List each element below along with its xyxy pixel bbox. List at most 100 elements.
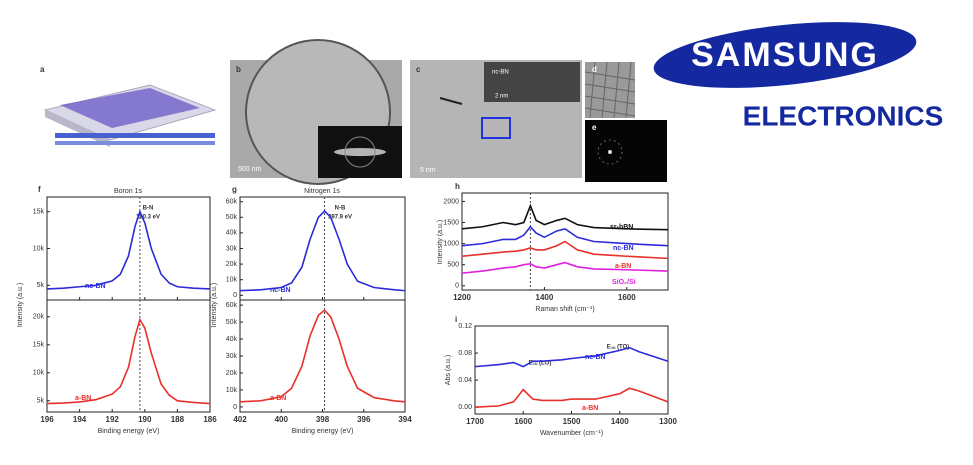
- x-tick-label: 188: [171, 415, 185, 424]
- y-tick-label: 60k: [226, 302, 238, 309]
- y-tick-label: 1000: [443, 240, 459, 247]
- panel-label: f: [38, 185, 41, 194]
- line-series: [47, 212, 210, 289]
- series-label: nc-BN: [585, 354, 606, 361]
- chart: 5k 10k 15k Boron 1s f B-N 190.3 eV nc-BN: [33, 185, 210, 300]
- annotation: B-N: [143, 206, 154, 212]
- x-tick-label: 1600: [618, 293, 636, 302]
- x-tick-label: 400: [275, 415, 289, 424]
- line-series: [462, 206, 668, 230]
- x-tick-label: 1400: [536, 293, 554, 302]
- y-tick-label: 15k: [33, 209, 45, 216]
- y-tick-label: 500: [447, 262, 459, 269]
- panel-label: i: [455, 315, 457, 324]
- line-series: [462, 263, 668, 274]
- y-tick-label: 15k: [33, 342, 45, 349]
- y-tick-label: 0: [233, 404, 237, 411]
- y-tick-label: 0: [233, 292, 237, 299]
- y-tick-label: 5k: [37, 398, 45, 405]
- x-tick-label: 1600: [514, 417, 532, 426]
- image-a: a: [40, 65, 215, 147]
- image-d: d: [585, 62, 635, 118]
- bn-side-layer: [55, 133, 215, 138]
- y-tick-label: 20k: [33, 314, 45, 321]
- panel-label: b: [236, 65, 241, 74]
- line-series: [47, 320, 210, 404]
- y-tick-label: 10k: [226, 387, 238, 394]
- panel-label: a: [40, 65, 45, 74]
- y-tick-label: 10k: [33, 245, 45, 252]
- x-tick-label: 394: [398, 415, 412, 424]
- series-label: nc-BN: [85, 283, 106, 290]
- slide: SAMSUNG ELECTRONICS a b 500 nm c 5 nm nc…: [0, 0, 973, 460]
- series-label: nc-BN: [613, 245, 634, 252]
- x-tick-label: 398: [316, 415, 330, 424]
- y-tick-label: 2000: [443, 198, 459, 205]
- logo-division: ELECTRONICS: [743, 100, 944, 131]
- annotation: N-B: [335, 206, 346, 212]
- x-tick-label: 1400: [611, 417, 629, 426]
- y-tick-label: 10k: [33, 370, 45, 377]
- panel-label: c: [416, 65, 421, 74]
- chart: 010k20k30k40k50k60kNitrogen 1sgN-B397.9 …: [226, 185, 405, 300]
- y-tick-label: 50k: [226, 214, 238, 221]
- x-tick-label: 186: [203, 415, 217, 424]
- x-tick-label: 1700: [466, 417, 484, 426]
- annotation: E₁ᵤ (TO): [607, 345, 630, 351]
- plot-frame: [240, 300, 405, 412]
- y-tick-label: 30k: [226, 245, 238, 252]
- plot-frame: [47, 197, 210, 300]
- scale-label: 500 nm: [238, 166, 262, 173]
- line-series: [240, 310, 405, 402]
- x-tick-label: 402: [233, 415, 247, 424]
- series-label: a-BN: [75, 395, 91, 402]
- logo-brand: SAMSUNG: [691, 36, 879, 74]
- x-axis-label: Raman shift (cm⁻¹): [535, 306, 594, 313]
- y-axis-label: Intensity (a.u.): [211, 283, 218, 327]
- y-axis-label: Intensity (a.u.): [437, 220, 444, 264]
- panel-label: h: [455, 182, 460, 191]
- x-tick-label: 1500: [563, 417, 581, 426]
- inset-label: nc-BN: [492, 70, 509, 76]
- y-tick-label: 20k: [226, 261, 238, 268]
- line-series: [475, 348, 668, 367]
- panel-label: e: [592, 123, 597, 132]
- scale-label: 5 nm: [420, 167, 436, 174]
- x-tick-label: 1200: [453, 293, 471, 302]
- y-tick-label: 20k: [226, 370, 238, 377]
- y-tick-label: 0: [455, 283, 459, 290]
- bn-side-layer: [55, 141, 215, 145]
- line-series: [240, 211, 405, 291]
- annotation: 190.3 eV: [136, 215, 160, 221]
- inset-scale: 2 nm: [495, 94, 508, 100]
- y-tick-label: 40k: [226, 336, 238, 343]
- y-axis-label: Intensity (a.u.): [17, 283, 24, 327]
- chart-title: Boron 1s: [114, 188, 143, 195]
- x-tick-label: 190: [138, 415, 152, 424]
- y-tick-label: 0.12: [458, 323, 472, 330]
- series-label: a-BN: [582, 405, 598, 412]
- series-label: SiO₂/Si: [612, 279, 636, 286]
- chart-title: Nitrogen 1s: [304, 188, 340, 195]
- y-axis-label: Abs (a.u.): [445, 355, 452, 385]
- x-tick-label: 196: [40, 415, 54, 424]
- y-tick-label: 0.00: [458, 404, 472, 411]
- y-tick-label: 60k: [226, 199, 238, 206]
- image-b: b 500 nm: [230, 40, 402, 184]
- x-axis-label: Wavenumber (cm⁻¹): [540, 430, 603, 437]
- logo: SAMSUNG ELECTRONICS: [651, 11, 944, 131]
- x-axis-label: Binding energy (eV): [292, 428, 354, 435]
- image-c: c 5 nm nc-BN 2 nm: [410, 60, 582, 178]
- y-tick-label: 40k: [226, 230, 238, 237]
- y-tick-label: 5k: [37, 282, 45, 289]
- y-tick-label: 30k: [226, 353, 238, 360]
- fft: [585, 120, 667, 182]
- y-tick-label: 1500: [443, 219, 459, 226]
- line-series: [475, 388, 668, 407]
- y-tick-label: 10k: [226, 277, 238, 284]
- x-tick-label: 1300: [659, 417, 677, 426]
- panel-label: d: [592, 65, 597, 74]
- x-tick-label: 396: [357, 415, 371, 424]
